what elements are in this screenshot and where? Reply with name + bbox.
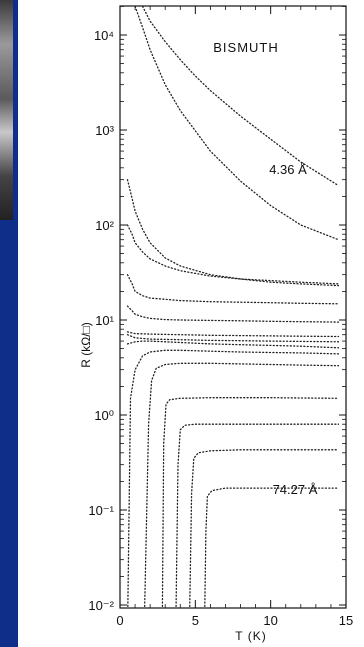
chart-axes: 10⁻² 10⁻¹ 10⁰ 10¹ 10² 10³ 10⁴ 0 5 10 15 — [88, 5, 353, 628]
x-tick-label: 15 — [339, 613, 353, 628]
y-tick-label: 10³ — [95, 123, 114, 138]
series-line-4 — [126, 224, 340, 285]
y-tick-label: 10² — [95, 218, 114, 233]
background-photo-strip — [0, 0, 13, 220]
y-tick-label: 10⁴ — [94, 28, 114, 43]
series-line-12 — [161, 397, 340, 608]
chart-title: BISMUTH — [213, 40, 279, 55]
annotation-top-thickness: 4.36 Å — [269, 162, 307, 177]
annotation-bottom-thickness: 74.27 Å — [273, 482, 318, 497]
chart-panel: 10⁻² 10⁻¹ 10⁰ 10¹ 10² 10³ 10⁴ 0 5 10 15 BISMUTH 4.… — [18, 0, 364, 647]
series-line-8 — [126, 334, 340, 343]
series-line-9 — [126, 340, 340, 349]
series-line-11 — [143, 362, 340, 608]
y-tick-label: 10⁻¹ — [88, 503, 114, 518]
x-axis-label: T (K) — [235, 629, 266, 643]
x-tick-label: 10 — [263, 613, 277, 628]
y-tick-label: 10¹ — [95, 313, 114, 328]
series-line-10 — [127, 349, 340, 608]
series-line-6 — [126, 305, 340, 323]
resistance-temperature-chart: 10⁻² 10⁻¹ 10⁰ 10¹ 10² 10³ 10⁴ 0 5 10 15 BISMUTH 4.… — [79, 5, 353, 643]
y-axis-label: R (kΩ/□) — [79, 322, 93, 368]
chart-series — [126, 6, 340, 608]
x-tick-label: 0 — [116, 613, 123, 628]
series-line-3 — [126, 179, 340, 287]
series-line-7 — [126, 331, 340, 338]
plot-frame — [119, 5, 347, 609]
series-line-5 — [126, 274, 340, 305]
series-line-13 — [175, 423, 340, 608]
y-tick-label: 10⁻² — [88, 598, 114, 613]
x-tick-label: 5 — [192, 613, 199, 628]
y-tick-label: 10⁰ — [94, 408, 114, 423]
series-line-1 — [141, 6, 340, 187]
series-line-15 — [204, 487, 340, 608]
series-line-14 — [189, 449, 340, 608]
series-line-2 — [134, 6, 340, 241]
